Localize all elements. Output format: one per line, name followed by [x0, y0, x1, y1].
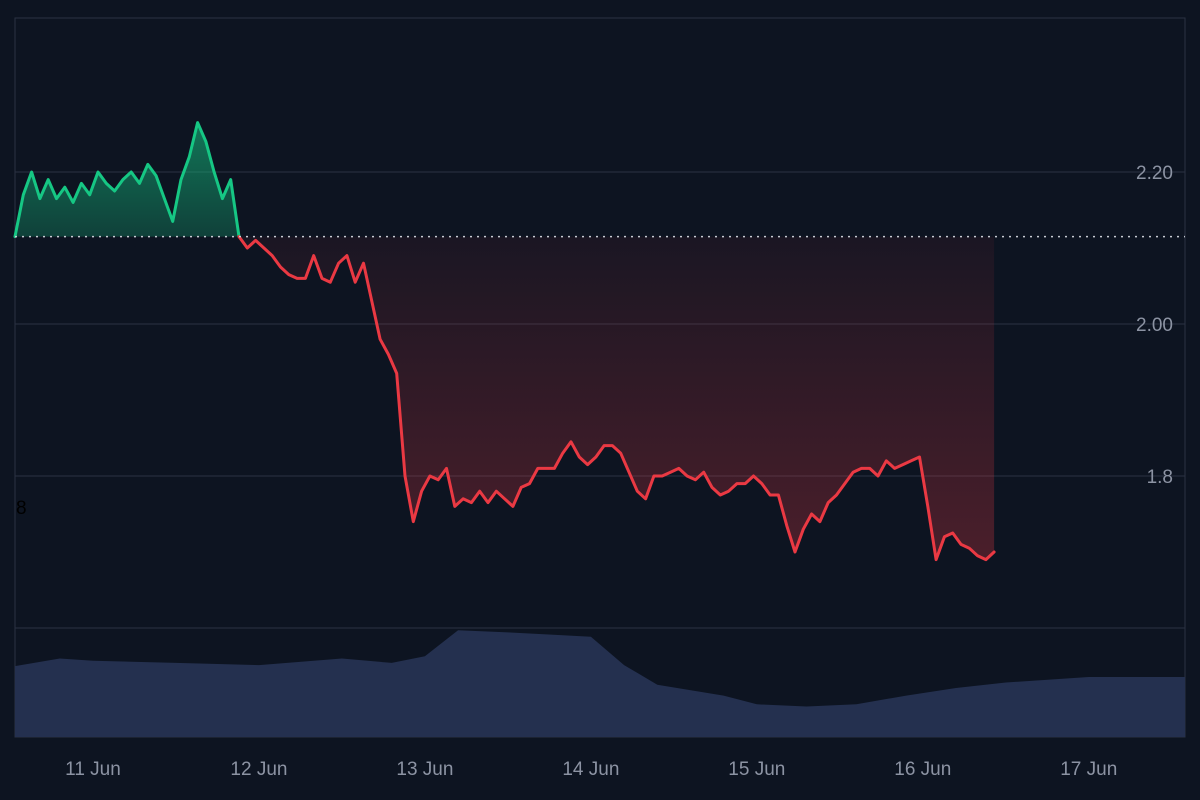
- x-tick-label-3: 14 Jun: [562, 759, 619, 780]
- volume-area: [15, 630, 1185, 737]
- x-tick-label-4: 15 Jun: [728, 759, 785, 780]
- stray-axis-label: 8: [16, 498, 27, 519]
- x-axis: 11 Jun 12 Jun 13 Jun 14 Jun 15 Jun 16 Jun 17 J…: [65, 759, 1117, 780]
- series-line-0: [13, 121, 241, 239]
- series-fill-0: [15, 122, 239, 237]
- x-tick-label-6: 17 Jun: [1060, 759, 1117, 780]
- y-tick-label-2: 1.8: [1147, 467, 1173, 488]
- x-tick-label-2: 13 Jun: [396, 759, 453, 780]
- y-axis: 2.20 2.00 1.8: [1136, 163, 1173, 488]
- x-tick-label-1: 12 Jun: [230, 759, 287, 780]
- y-tick-label-0: 2.20: [1136, 163, 1173, 184]
- volume-layer: [15, 630, 1185, 737]
- x-tick-label-5: 16 Jun: [894, 759, 951, 780]
- series-fill-1: [239, 236, 995, 560]
- x-tick-label-0: 11 Jun: [65, 759, 121, 780]
- price-line-layer: [13, 121, 1185, 562]
- y-tick-label-1: 2.00: [1136, 315, 1173, 336]
- series-line-1: [237, 235, 996, 562]
